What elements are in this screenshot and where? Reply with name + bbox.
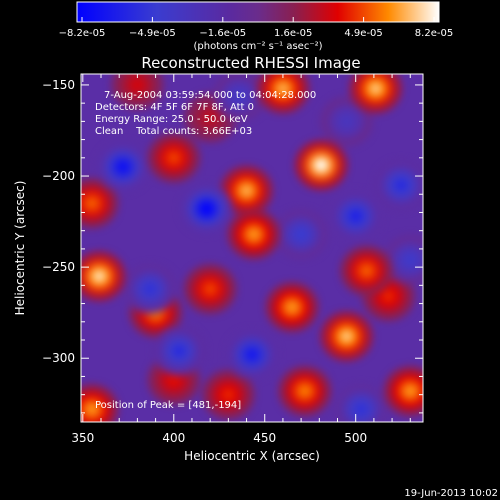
heat-source-10 [81, 178, 118, 229]
heat-source-30-level-3 [117, 161, 129, 173]
heat-source-9-level-3 [404, 254, 416, 266]
heat-source-24 [220, 165, 273, 216]
heat-source-18-level-3 [286, 301, 298, 313]
heat-source-16-level-3 [355, 403, 367, 415]
heat-source-18 [266, 282, 319, 332]
x-tick-label-1: 400 [162, 431, 185, 445]
heat-source-1-level-3 [131, 79, 144, 91]
heat-source-20-level-3 [404, 385, 416, 397]
heat-source-20 [384, 366, 423, 416]
heat-source-28 [226, 329, 278, 380]
colorbar-tick-label-4: 4.9e-05 [344, 28, 382, 39]
heat-source-22-level-3 [395, 179, 407, 191]
heat-source-15 [124, 264, 177, 314]
heat-source-17 [227, 209, 280, 260]
heat-source-5 [202, 369, 255, 420]
heat-source-29 [81, 251, 126, 301]
heat-source-27 [320, 311, 373, 362]
heat-source-5-level-3 [222, 389, 235, 401]
colorbar-tick-label-3: 1.6e-05 [274, 28, 312, 39]
heat-source-21 [153, 326, 206, 376]
footer-timestamp: 19-Jun-2013 10:02 [404, 488, 498, 499]
heat-source-24-level-3 [240, 185, 253, 197]
x-axis-label: Heliocentric X (arcsec) [184, 449, 320, 463]
heat-source-3-level-3 [340, 115, 353, 127]
heat-source-32 [180, 184, 233, 234]
x-tick-label-0: 350 [71, 431, 94, 445]
heat-source-27-level-3 [340, 330, 353, 342]
heat-source-10-level-3 [86, 197, 98, 209]
image-area [81, 74, 423, 422]
heat-source-19 [81, 384, 118, 422]
annotation-energy: Energy Range: 25.0 - 50.0 keV [95, 114, 248, 125]
heat-source-17-level-3 [248, 228, 260, 240]
chart-title: Reconstructed RHESSI Image [141, 54, 360, 72]
colorbar-ticks: −8.2e-05 −4.9e-05 −1.6e-05 1.6e-05 4.9e-05 8.… [59, 17, 453, 39]
colorbar-tick-label-1: −4.9e-05 [129, 28, 176, 39]
heatmap-sources [81, 74, 423, 422]
heat-source-29-level-3 [93, 270, 105, 282]
heat-source-7-level-3 [168, 152, 180, 164]
colorbar-tick-label-5: 8.2e-05 [415, 28, 453, 39]
heat-source-31-level-3 [315, 159, 327, 171]
heat-source-3 [320, 96, 373, 147]
annotation-peak: Position of Peak = [481,-194] [95, 400, 241, 411]
heat-source-15-level-3 [144, 283, 156, 295]
y-tick-label-0: −150 [42, 78, 75, 92]
y-axis-ticks: −150 −200 −250 −300 [42, 78, 423, 414]
colorbar-units: (photons cm⁻² s⁻¹ asec⁻²) [193, 41, 322, 52]
heat-source-21-level-3 [173, 345, 185, 357]
heat-source-26-level-3 [369, 83, 382, 95]
x-tick-label-3: 500 [344, 431, 367, 445]
heat-source-1 [111, 74, 164, 110]
y-tick-label-1: −200 [42, 169, 75, 183]
heat-source-31 [295, 140, 348, 190]
heat-source-12-level-3 [295, 228, 307, 240]
heat-source-23-level-3 [277, 83, 289, 95]
heat-source-28-level-3 [246, 349, 258, 361]
heat-source-7 [147, 133, 200, 183]
heat-source-25-level-3 [349, 210, 362, 222]
x-tick-label-2: 450 [253, 431, 276, 445]
heat-source-11-level-3 [360, 265, 373, 277]
y-axis-label: Heliocentric Y (arcsec) [13, 181, 27, 316]
heat-source-9 [384, 235, 423, 285]
heat-source-22 [375, 160, 423, 210]
heat-source-30 [96, 142, 149, 192]
heat-source-26 [349, 74, 402, 114]
colorbar-tick-label-2: −1.6e-05 [199, 28, 246, 39]
heat-source-14-level-3 [299, 385, 311, 397]
heat-source-6-level-3 [233, 90, 245, 102]
y-tick-label-3: −300 [42, 351, 75, 365]
heat-source-32-level-3 [200, 203, 213, 215]
heat-source-8-level-3 [204, 283, 216, 295]
heat-source-4-level-3 [382, 290, 395, 302]
heat-source-6 [213, 74, 266, 121]
annotation-detectors: Detectors: 4F 5F 6F 7F 8F, Att 0 [95, 102, 254, 113]
y-tick-label-2: −250 [42, 260, 75, 274]
heat-source-0-level-3 [204, 112, 216, 124]
heat-source-12 [275, 209, 328, 260]
heat-source-25 [329, 191, 382, 241]
heat-source-14 [278, 366, 331, 416]
heat-source-23 [256, 74, 309, 114]
annotation-time: 7-Aug-2004 03:59:54.000 to 04:04:28.000 [104, 90, 316, 101]
colorbar-gradient [76, 1, 440, 23]
heat-source-16 [335, 384, 388, 422]
heat-source-8 [184, 264, 237, 314]
heat-source-2-level-3 [168, 374, 180, 386]
plot-frame [80, 73, 424, 423]
annotation-clean: Clean Total counts: 3.66E+03 [95, 126, 252, 137]
heat-source-11 [340, 246, 393, 296]
colorbar: −8.2e-05 −4.9e-05 −1.6e-05 1.6e-05 4.9e-05 8.… [59, 1, 453, 52]
colorbar-tick-label-0: −8.2e-05 [59, 28, 106, 39]
x-axis-ticks: 350 400 450 500 [71, 74, 411, 445]
heat-source-19-level-3 [86, 403, 98, 415]
